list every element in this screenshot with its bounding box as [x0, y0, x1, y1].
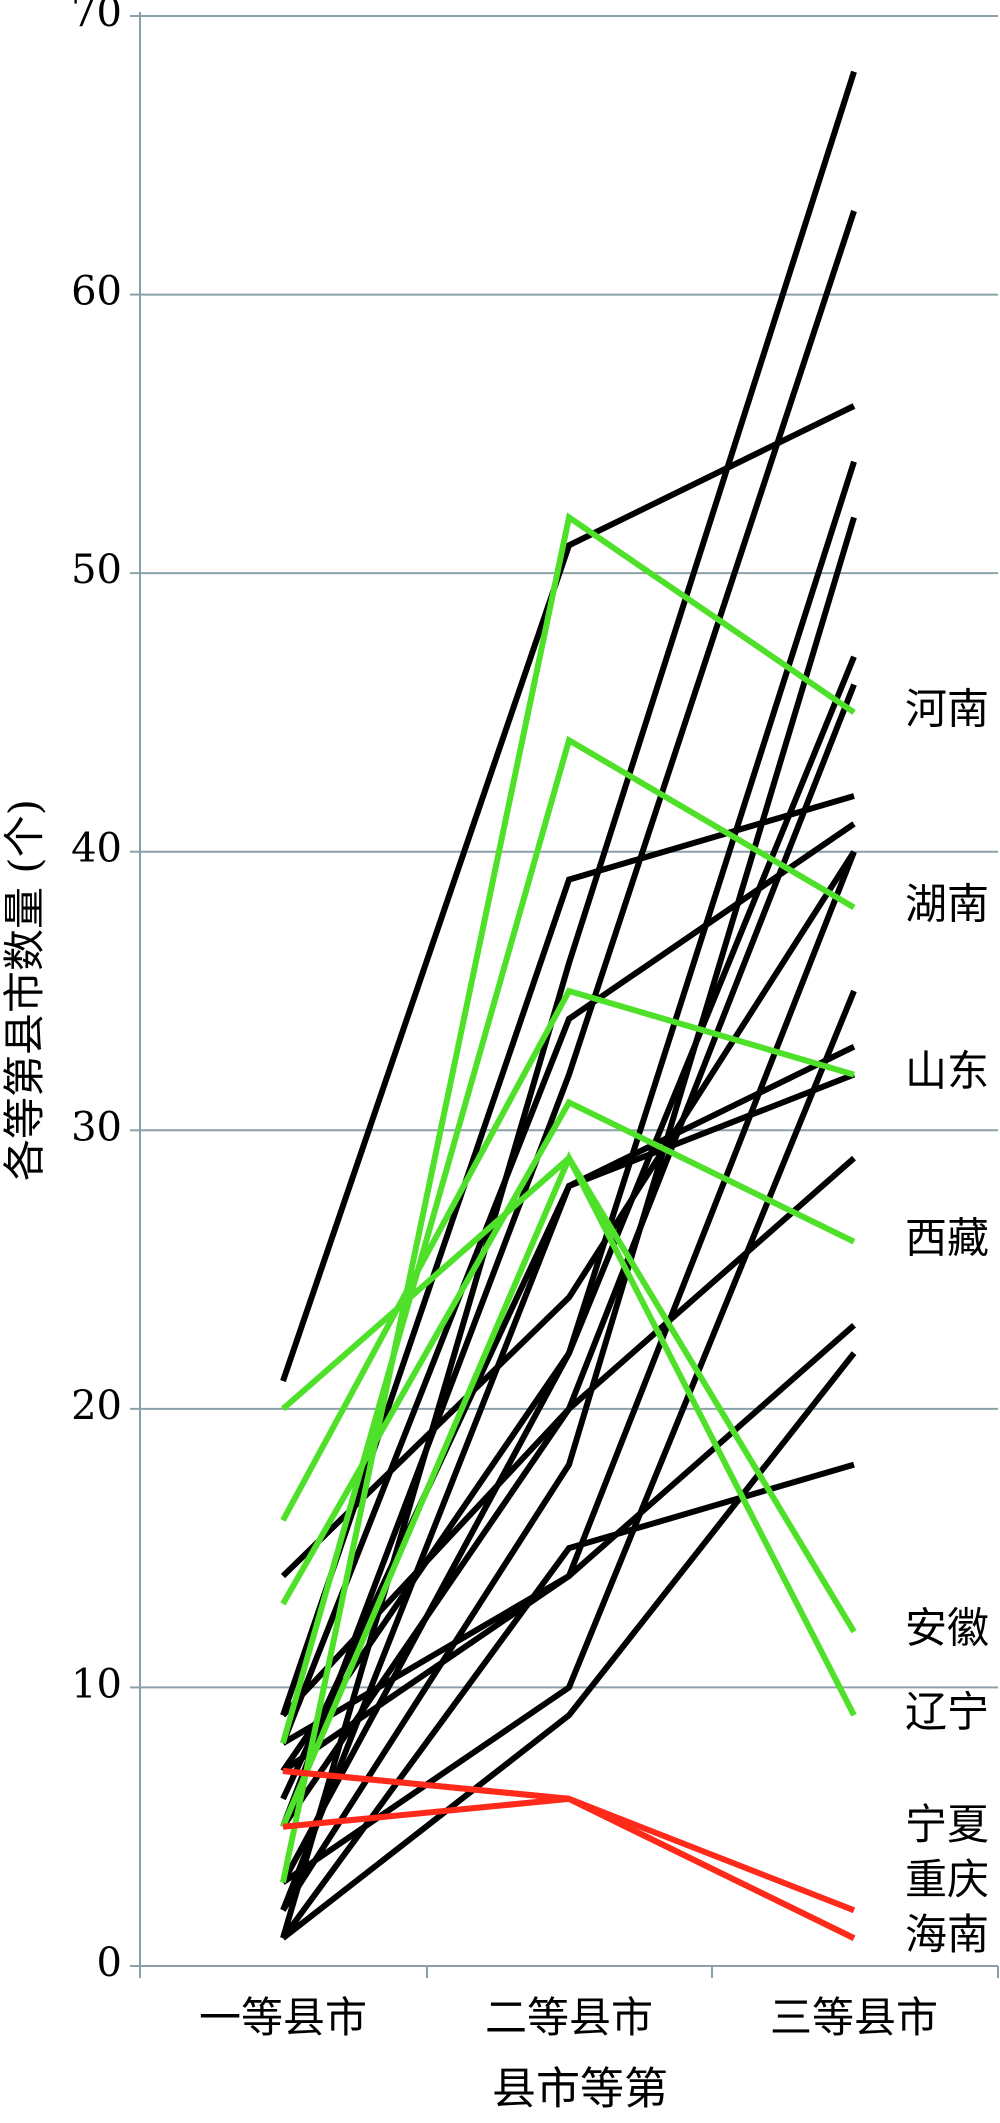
series-line — [280, 655, 857, 1773]
series-line — [282, 1768, 856, 1941]
series-line — [280, 512, 856, 1884]
series-line — [280, 1071, 856, 1912]
series-line — [280, 516, 857, 1912]
y-tick-label: 0 — [97, 1940, 122, 1986]
series-label: 西藏 — [905, 1214, 989, 1263]
series-label: 重庆 — [905, 1855, 989, 1904]
series-line — [280, 1155, 856, 1718]
series-line — [281, 1323, 856, 1774]
series-label: 安徽 — [905, 1604, 989, 1653]
y-tick-label: 60 — [71, 269, 122, 315]
series-label: 湖南 — [905, 879, 989, 928]
series-line — [280, 735, 856, 1744]
x-tick-label: 二等县市 — [485, 1993, 653, 2042]
x-tick-label: 三等县市 — [770, 1993, 938, 2042]
series-line — [282, 1768, 856, 1914]
series-line — [280, 403, 856, 1382]
x-axis-title: 县市等第 — [492, 2064, 668, 2115]
y-tick-label: 50 — [71, 547, 122, 593]
series-line — [280, 1151, 857, 1828]
series-label: 山东 — [905, 1047, 989, 1096]
series-label: 宁夏 — [905, 1800, 989, 1849]
y-tick-label: 10 — [71, 1661, 122, 1707]
series-line — [280, 1098, 856, 1606]
series-line — [280, 70, 857, 1939]
series-line — [280, 460, 857, 1884]
y-axis-title: 各等第县市数量 (个) — [0, 799, 49, 1181]
y-tick-label: 70 — [71, 0, 122, 36]
series-label: 海南 — [905, 1910, 989, 1959]
series-label: 河南 — [905, 684, 989, 733]
x-tick-label: 一等县市 — [199, 1993, 367, 2042]
series-line — [280, 1461, 855, 1940]
series-line — [280, 987, 855, 1522]
y-tick-label: 30 — [71, 1104, 122, 1150]
series-line — [280, 850, 857, 1579]
series-label: 辽宁 — [905, 1687, 989, 1736]
y-tick-label: 40 — [71, 826, 122, 872]
y-tick-label: 20 — [71, 1383, 122, 1429]
series-line — [280, 210, 857, 1828]
series-line — [281, 1153, 857, 1634]
